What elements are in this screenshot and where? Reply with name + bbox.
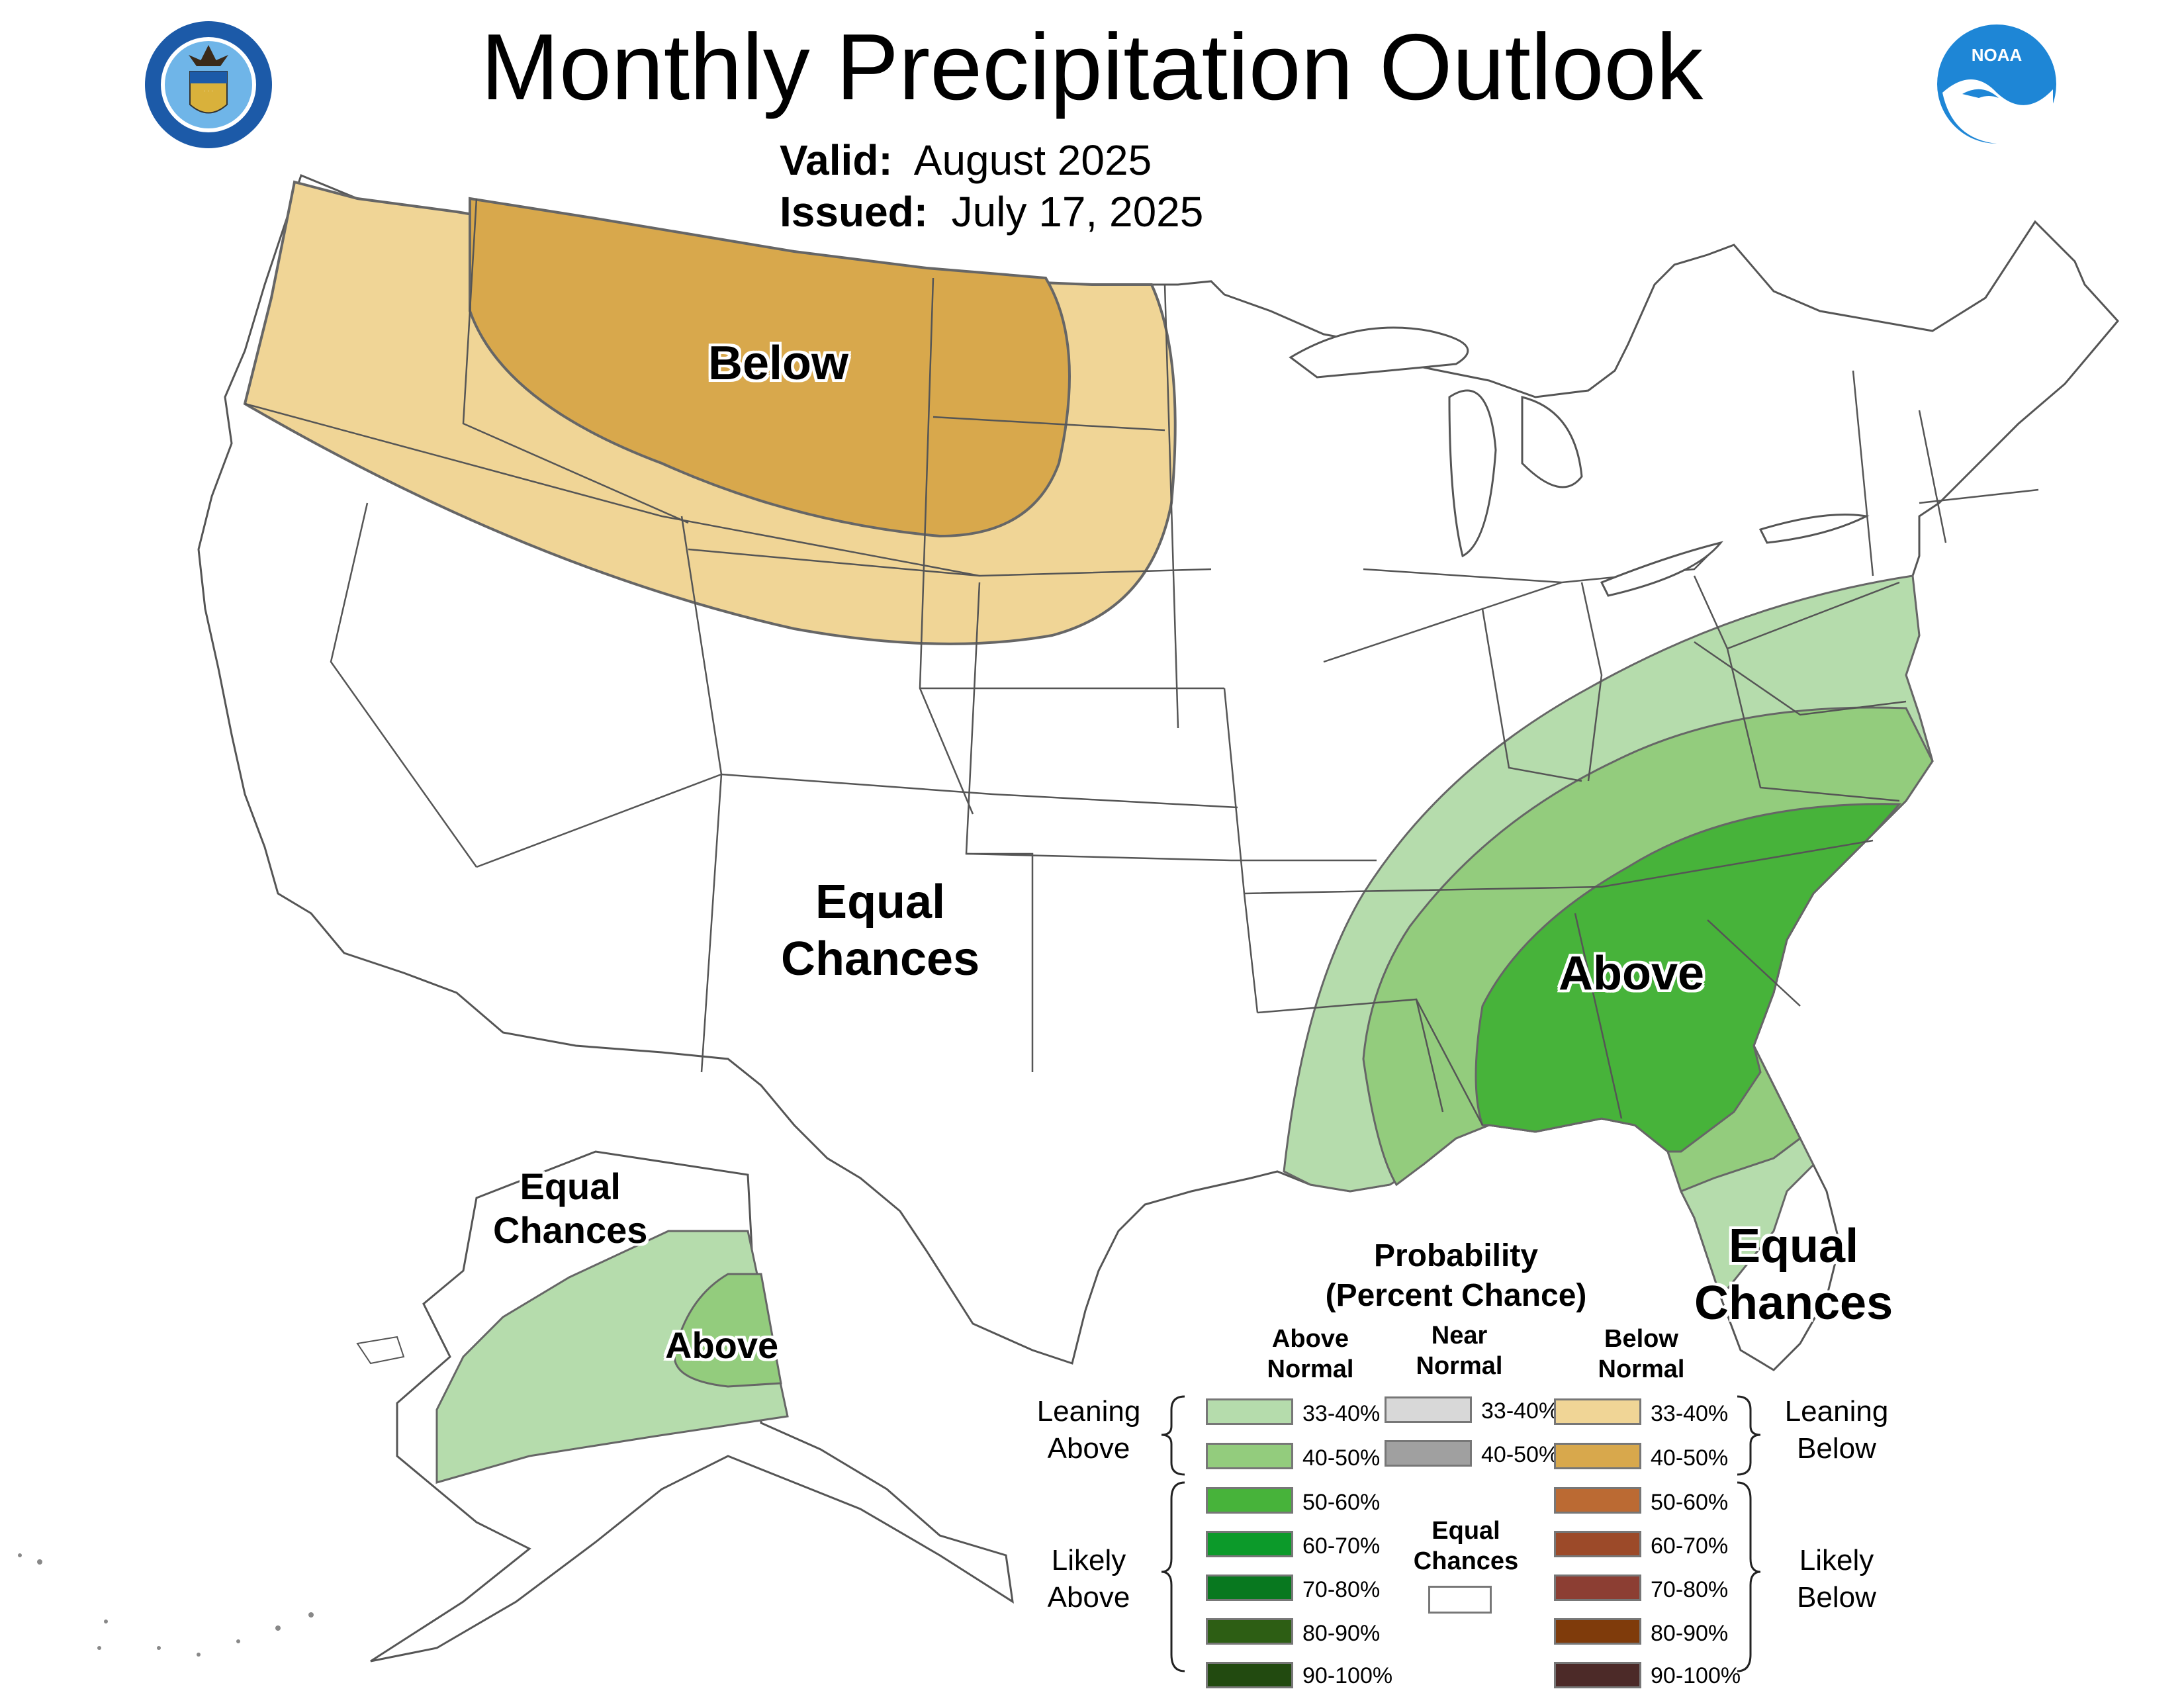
pct-above-70-80: 70-80% (1302, 1577, 1381, 1602)
near-header-line1: Near (1431, 1322, 1488, 1349)
swatch-above-40-50 (1206, 1443, 1293, 1469)
swatch-above-80-90 (1206, 1618, 1293, 1645)
equal-chances-fl-line2: Chances (1694, 1277, 1893, 1330)
pct-above-40-50: 40-50% (1302, 1445, 1381, 1471)
swatch-equal-chances (1428, 1586, 1492, 1614)
valid-row: Valid: August 2025 (780, 136, 1152, 185)
leaning-below-label: Leaning Below (1767, 1393, 1906, 1467)
alaska-above-40-50-region (673, 1273, 782, 1388)
noaa-logo: NOAA (1934, 21, 2060, 147)
above-braces (1161, 1395, 1185, 1672)
pct-below-50-60: 50-60% (1651, 1490, 1729, 1515)
valid-value: August 2025 (913, 136, 1152, 184)
likely-above-line1: Likely (1051, 1544, 1126, 1576)
above-header-line1: Above (1271, 1325, 1349, 1353)
alaska-above-label: Above (665, 1324, 779, 1366)
swatch-above-90-100 (1206, 1662, 1293, 1688)
near-normal-header: Near Normal (1367, 1320, 1552, 1381)
aleutian-islands (18, 1553, 314, 1657)
issued-label: Issued: (780, 188, 929, 236)
equal-chances-legend-label: Equal Chances (1380, 1516, 1552, 1576)
swatch-below-33-40 (1554, 1398, 1641, 1425)
pct-above-33-40: 33-40% (1302, 1401, 1381, 1426)
pct-below-60-70: 60-70% (1651, 1533, 1729, 1559)
equal-chances-line2: Chances (781, 933, 980, 985)
likely-below-label: Likely Below (1767, 1542, 1906, 1616)
state-boundaries (244, 198, 2039, 1126)
legend-title-line1: Probability (1373, 1238, 1539, 1273)
leaning-below-line2: Below (1797, 1432, 1876, 1465)
equal-chances-west-label: Equal Chances (781, 874, 979, 987)
ak-equal-line1: Equal (520, 1165, 621, 1207)
likely-below-line2: Below (1797, 1581, 1876, 1614)
legend-title: Probability (Percent Chance) (1211, 1236, 1701, 1316)
above-southeast-label: Above (1559, 947, 1705, 1000)
equal-chances-line1: Equal (815, 876, 946, 929)
above-50-60-region (1475, 803, 1902, 1153)
leaning-below-line1: Leaning (1784, 1395, 1889, 1428)
swatch-below-70-80 (1554, 1575, 1641, 1601)
ec-legend-line2: Chances (1413, 1547, 1519, 1575)
svg-text:· · ·: · · · (204, 87, 213, 94)
below-header-line2: Normal (1598, 1355, 1685, 1383)
above-normal-header: Above Normal (1211, 1324, 1410, 1385)
pct-above-60-70: 60-70% (1302, 1533, 1381, 1559)
ak-equal-line2: Chances (493, 1209, 648, 1251)
pct-near-33-40: 33-40% (1481, 1398, 1559, 1424)
swatch-below-50-60 (1554, 1487, 1641, 1514)
swatch-above-60-70 (1206, 1531, 1293, 1557)
likely-below-line1: Likely (1799, 1544, 1874, 1576)
great-lakes (1289, 326, 1870, 597)
leaning-above-line1: Leaning (1036, 1395, 1141, 1428)
near-header-line2: Normal (1416, 1352, 1503, 1380)
likely-above-label: Likely Above (1019, 1542, 1158, 1616)
pct-below-40-50: 40-50% (1651, 1445, 1729, 1471)
pct-below-33-40: 33-40% (1651, 1401, 1729, 1426)
above-header-line2: Normal (1267, 1355, 1354, 1383)
swatch-below-40-50 (1554, 1443, 1641, 1469)
commerce-seal-logo: · · · (145, 21, 272, 148)
issued-row: Issued: July 17, 2025 (780, 187, 1203, 236)
ec-legend-line1: Equal (1432, 1517, 1500, 1545)
issued-value: July 17, 2025 (951, 188, 1204, 236)
legend-title-line2: (Percent Chance) (1325, 1278, 1587, 1313)
swatch-near-33-40 (1385, 1396, 1472, 1423)
pct-below-90-100: 90-100% (1651, 1663, 1741, 1688)
swatch-above-70-80 (1206, 1575, 1293, 1601)
valid-label: Valid: (780, 136, 893, 184)
pct-below-70-80: 70-80% (1651, 1577, 1729, 1602)
pct-above-80-90: 80-90% (1302, 1621, 1381, 1646)
below-header-line1: Below (1604, 1325, 1678, 1353)
swatch-above-50-60 (1206, 1487, 1293, 1514)
likely-above-line2: Above (1047, 1581, 1130, 1614)
pct-below-80-90: 80-90% (1651, 1621, 1729, 1646)
pct-near-40-50: 40-50% (1481, 1442, 1559, 1467)
swatch-near-40-50 (1385, 1440, 1472, 1467)
swatch-above-33-40 (1206, 1398, 1293, 1425)
below-40-50-region (469, 197, 1071, 538)
st-lawrence-island (356, 1336, 405, 1365)
pct-above-50-60: 50-60% (1302, 1490, 1381, 1515)
alaska-equal-chances-label: Equal Chances (493, 1165, 647, 1252)
pct-above-90-100: 90-100% (1302, 1663, 1393, 1688)
below-braces (1737, 1395, 1761, 1672)
equal-chances-florida-label: Equal Chances (1694, 1218, 1893, 1332)
map-title: Monthly Precipitation Outlook (480, 15, 1704, 120)
svg-text:NOAA: NOAA (1972, 45, 2023, 65)
equal-chances-fl-line1: Equal (1729, 1220, 1859, 1273)
swatch-below-80-90 (1554, 1618, 1641, 1645)
below-label: Below (708, 337, 849, 390)
leaning-above-line2: Above (1047, 1432, 1130, 1465)
swatch-below-60-70 (1554, 1531, 1641, 1557)
below-normal-header: Below Normal (1549, 1324, 1734, 1385)
swatch-below-90-100 (1554, 1662, 1641, 1688)
leaning-above-label: Leaning Above (1019, 1393, 1158, 1467)
